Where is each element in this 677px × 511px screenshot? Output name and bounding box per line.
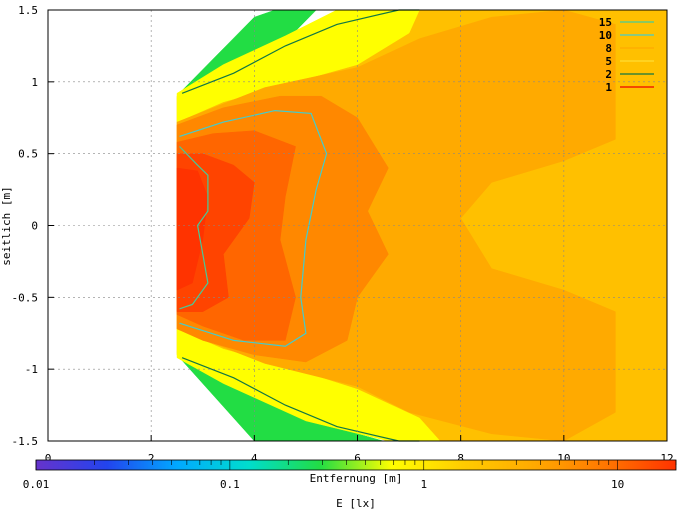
- x-axis-label: Entfernung [m]: [310, 472, 403, 485]
- y-tick-label: -1: [25, 363, 38, 376]
- legend-label: 15: [599, 16, 612, 29]
- legend-label: 2: [605, 68, 612, 81]
- colorbar-tick-label: 0.1: [220, 478, 240, 491]
- legend-label: 5: [605, 55, 612, 68]
- contour-line-10-1: [179, 109, 328, 347]
- y-axis-label: seitlich [m]: [0, 186, 13, 265]
- grid-lines: [48, 10, 667, 441]
- colorbar-label: E [lx]: [336, 497, 376, 510]
- colorbar-tick-label: 10: [611, 478, 624, 491]
- colorbar-tick-label: 1: [420, 478, 427, 491]
- legend-label: 8: [605, 42, 612, 55]
- contour-line-15-0: [179, 146, 209, 310]
- y-tick-label: 0: [31, 220, 38, 233]
- region-yellow: [176, 9, 420, 123]
- y-tick-label: 1: [31, 76, 38, 89]
- legend-label: 1: [605, 81, 612, 94]
- x-tick-label: 4: [251, 452, 258, 465]
- heatmap-regions: [176, 9, 668, 442]
- y-tick-label: -0.5: [12, 291, 39, 304]
- y-tick-label: -1.5: [12, 435, 39, 448]
- y-axis-ticks: 1.5 1 0.5 0 -0.5 -1 -1.5: [12, 4, 54, 448]
- y-tick-label: 1.5: [18, 4, 38, 17]
- x-tick-label: 8: [457, 452, 464, 465]
- y-tick-label: 0.5: [18, 148, 38, 161]
- legend-label: 10: [599, 29, 612, 42]
- colorbar: 0.01 0.1 1 10: [23, 459, 677, 491]
- colorbar-tick-label: 0.01: [23, 478, 50, 491]
- x-tick-label: 2: [148, 452, 155, 465]
- colorbar-gradient: [35, 459, 677, 471]
- x-tick-label: 6: [354, 452, 361, 465]
- x-tick-label: 0: [45, 452, 52, 465]
- region-deep-red: [176, 167, 209, 291]
